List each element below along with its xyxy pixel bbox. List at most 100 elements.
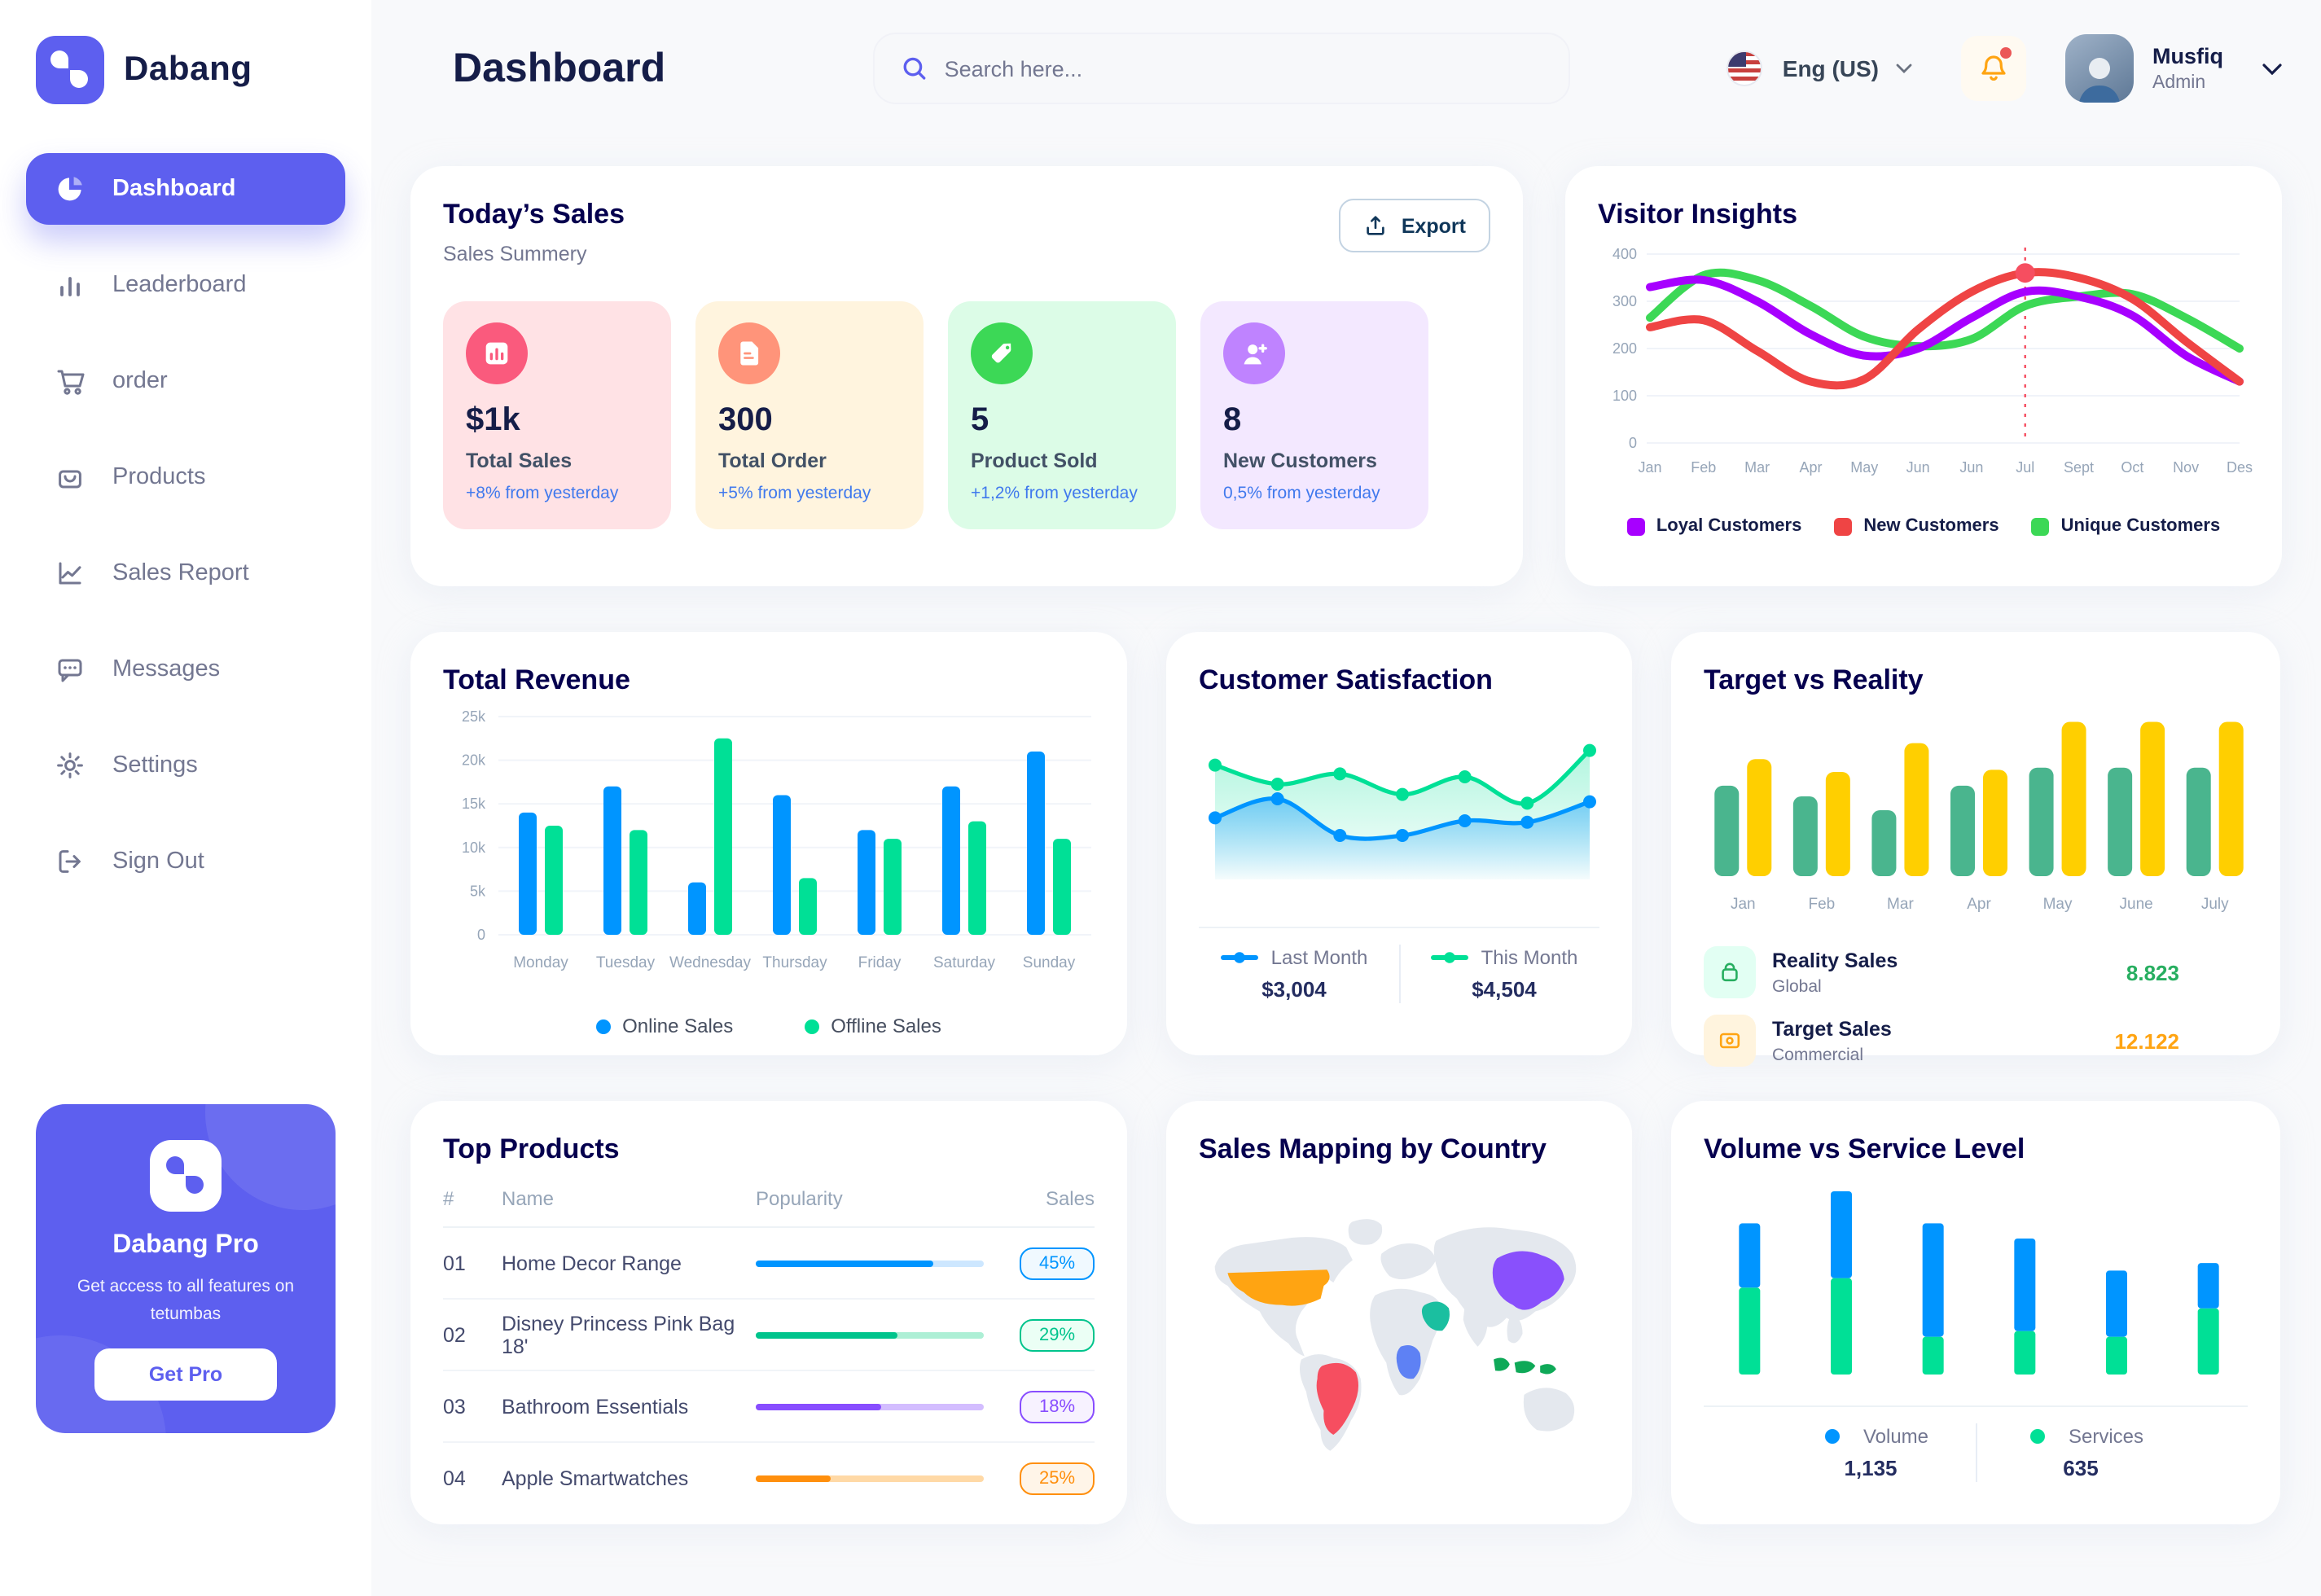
legend-item-last-month: Last Month $3,004 <box>1219 946 1369 1002</box>
svg-text:Feb: Feb <box>1808 896 1835 913</box>
legend-label: This Month <box>1481 946 1578 969</box>
product-row-apple-smartwatches: 04 Apple Smartwatches 25% <box>443 1443 1095 1515</box>
total-revenue-title: Total Revenue <box>443 664 630 695</box>
stat-card-product-sold: 5 Product Sold +1,2% from yesterday <box>948 301 1176 529</box>
svg-text:Jun: Jun <box>1959 459 1983 476</box>
sidebar-item-sign-out[interactable]: Sign Out <box>26 826 345 897</box>
column-header-: # <box>443 1187 454 1210</box>
sales-badge: 29% <box>1020 1318 1095 1351</box>
stat-cards: $1k Total Sales +8% from yesterday 300 Total… <box>443 301 1490 529</box>
sidebar-item-messages[interactable]: Messages <box>26 634 345 705</box>
legend-label: Offline Sales <box>831 1015 941 1037</box>
legend-swatch <box>2031 517 2050 535</box>
stat-delta: +8% from yesterday <box>466 484 619 503</box>
notifications-button[interactable] <box>1960 36 2025 101</box>
popularity-track <box>756 1331 984 1338</box>
legend-texts: Target Sales Commercial <box>1772 1017 1892 1064</box>
page-title: Dashboard <box>453 45 666 90</box>
popularity-track <box>756 1260 984 1266</box>
user-name: Musfiq <box>2152 44 2223 68</box>
legend-item-top: This Month <box>1431 946 1578 969</box>
svg-text:Sept: Sept <box>2064 459 2094 476</box>
svg-text:20k: 20k <box>462 752 486 769</box>
customer-satisfaction-card: Customer Satisfaction Last Month $3,004 Th… <box>1166 632 1632 1055</box>
svg-text:0: 0 <box>477 927 485 943</box>
legend-label: Last Month <box>1270 946 1368 969</box>
avatar <box>2064 34 2133 103</box>
product-popularity <box>756 1331 1000 1338</box>
chat-icon <box>54 653 86 686</box>
stat-delta: +5% from yesterday <box>718 484 871 503</box>
stat-value: 300 <box>718 402 773 438</box>
sidebar-item-order[interactable]: order <box>26 345 345 417</box>
volume-vs-service-legend: Volume 1,135 Services 635 <box>1704 1423 2248 1482</box>
svg-text:100: 100 <box>1612 388 1637 404</box>
sidebar-item-leaderboard[interactable]: Leaderboard <box>26 249 345 321</box>
todays-sales-title: Today’s Sales <box>443 199 625 230</box>
customer-satisfaction-legend: Last Month $3,004 This Month $4,504 <box>1199 945 1599 1003</box>
export-button[interactable]: Export <box>1339 199 1490 252</box>
top-products-title: Top Products <box>443 1133 620 1164</box>
legend-swatch <box>1626 517 1645 535</box>
legend-value: $4,504 <box>1472 977 1537 1002</box>
product-index: 03 <box>443 1395 466 1418</box>
svg-text:Apr: Apr <box>1967 896 1991 913</box>
product-sales: 29% <box>1000 1318 1095 1351</box>
legend-item-top: Services <box>2018 1425 2143 1448</box>
stat-delta: 0,5% from yesterday <box>1223 484 1380 503</box>
chevron-down-icon <box>1895 64 1911 73</box>
svg-text:10k: 10k <box>462 840 486 856</box>
svg-text:15k: 15k <box>462 796 486 812</box>
sidebar-item-label: Sign Out <box>112 848 204 875</box>
total-revenue-legend: Online Sales Offline Sales <box>443 1015 1095 1037</box>
top-products-header: # Name Popularity Sales <box>443 1187 1095 1228</box>
country-china <box>1492 1251 1564 1310</box>
legend-marker <box>2029 1429 2045 1444</box>
sidebar-item-products[interactable]: Products <box>26 441 345 513</box>
popularity-fill <box>756 1331 897 1338</box>
cart-icon <box>54 365 86 397</box>
country-united-states <box>1227 1269 1330 1306</box>
legend-marker <box>1824 1429 1840 1444</box>
legend-item-volume: Volume 1,135 <box>1796 1425 1946 1480</box>
todays-sales-heading: Today’s Sales Sales Summery <box>443 199 625 265</box>
svg-text:Monday: Monday <box>513 954 568 971</box>
pro-card-subtitle: Get access to all features on tetumbas <box>77 1277 295 1324</box>
legend-row-reality-sales: Reality Sales Global 8.823 <box>1704 946 2248 998</box>
sidebar-item-dashboard[interactable]: Dashboard <box>26 153 345 225</box>
target-vs-reality-card: Target vs Reality Jan Feb Mar Apr May June Jul… <box>1671 632 2280 1067</box>
customer-satisfaction-title: Customer Satisfaction <box>1199 664 1493 695</box>
user-menu[interactable]: Musfiq Admin <box>2064 34 2282 103</box>
legend-name: Reality Sales <box>1772 949 1898 971</box>
bag-icon <box>1704 946 1756 998</box>
legend-label: Unique Customers <box>2060 516 2221 536</box>
tag-icon <box>971 322 1033 384</box>
sidebar-item-label: Messages <box>112 656 221 682</box>
svg-text:0: 0 <box>1629 435 1637 451</box>
search-input[interactable] <box>944 56 1542 81</box>
sidebar-item-sales-report[interactable]: Sales Report <box>26 537 345 609</box>
user-info: Musfiq Admin <box>2152 44 2223 93</box>
get-pro-button[interactable]: Get Pro <box>94 1348 277 1401</box>
pro-card-title: Dabang Pro <box>112 1231 259 1260</box>
pro-upsell-card: Dabang Pro Get access to all features on… <box>36 1104 336 1433</box>
stat-value: 5 <box>971 402 989 438</box>
visitor-insights-card: Visitor Insights 0 100 200 300 400 Jan Feb Mar A… <box>1565 166 2282 586</box>
language-label: Eng (US) <box>1782 55 1879 81</box>
chevron-down-icon <box>2262 63 2282 74</box>
volume-vs-service-chart <box>1704 1166 2248 1392</box>
total-revenue-card: Total Revenue 0 5k 10k 15k 20k 25k Monday Tuesd… <box>410 632 1127 1055</box>
stat-card-total-order: 300 Total Order +5% from yesterday <box>695 301 924 529</box>
svg-text:Jan: Jan <box>1638 459 1661 476</box>
stat-label: New Customers <box>1223 449 1377 472</box>
language-selector[interactable]: Eng (US) <box>1726 50 1911 86</box>
export-label: Export <box>1401 214 1466 237</box>
sales-badge: 18% <box>1020 1390 1095 1423</box>
svg-text:July: July <box>2201 896 2229 913</box>
svg-text:Mar: Mar <box>1744 459 1770 476</box>
sidebar-item-settings[interactable]: Settings <box>26 730 345 801</box>
volume-vs-service-title: Volume vs Service Level <box>1704 1133 2025 1164</box>
country-saudi-arabia <box>1421 1301 1450 1331</box>
volume-vs-service-card: Volume vs Service Level Volume 1,135 Servi… <box>1671 1101 2280 1524</box>
sidebar: Dabang Dashboard Leaderboard order Products… <box>0 0 371 1596</box>
